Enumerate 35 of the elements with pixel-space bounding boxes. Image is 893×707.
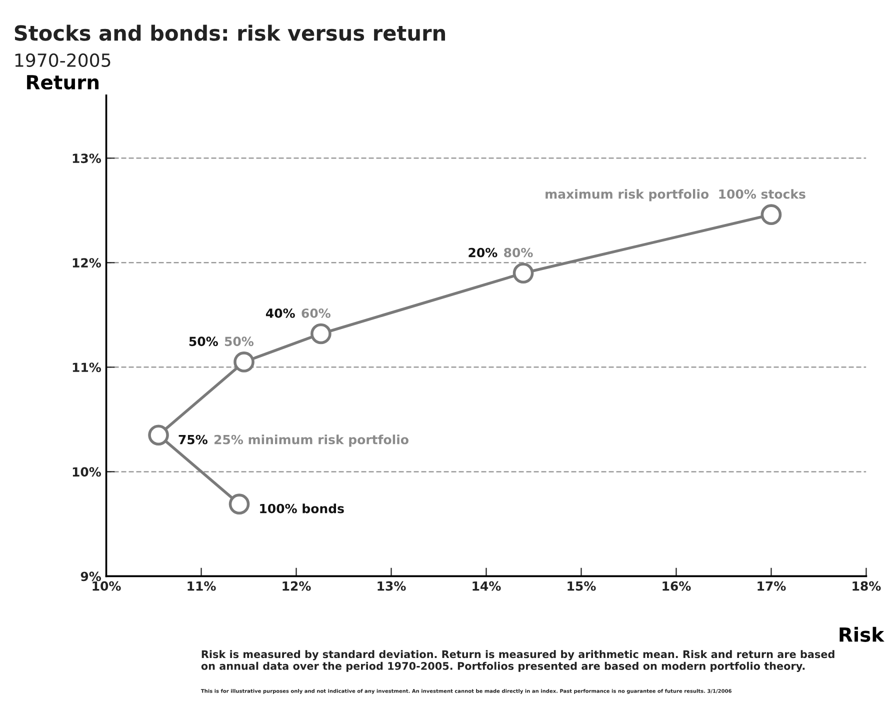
annotation: 80%	[504, 248, 533, 258]
point	[310, 323, 332, 344]
x-tick-label: 10%	[92, 581, 121, 591]
point	[234, 352, 254, 372]
x-tick-label: 15%	[568, 581, 596, 591]
x-tick-label: 18%	[852, 581, 881, 591]
annotation: maximum risk portfolio 100% stocks	[546, 189, 806, 202]
x-axis-title: Risk	[840, 626, 884, 642]
y-tick-label: 13%	[72, 154, 102, 164]
annotation: 20%	[468, 248, 498, 258]
annotation: 100% bonds	[260, 504, 344, 514]
x-tick-label: 11%	[188, 581, 216, 591]
point	[148, 424, 169, 446]
point	[512, 262, 534, 284]
text: Risk is measured by standard deviation. Return is measured by arithmetic mean. Risk and return are based on annual data over the period 1970-2005. Portfolios presented are based on modern portfolio theory.	[201, 650, 834, 672]
annotation: 60%	[302, 308, 330, 318]
annotation: 50%	[224, 336, 254, 346]
x-tick-label: 16%	[662, 581, 691, 591]
annotation: 40%	[266, 308, 295, 318]
chart-title: Stocks and bonds: risk versus return	[14, 24, 446, 41]
annotation: 75%	[178, 434, 208, 444]
x-tick-label: 17%	[758, 581, 786, 591]
y-tick-label: 10%	[72, 467, 102, 477]
y-axis-title: Return	[27, 75, 98, 90]
y-tick-label: 11%	[72, 362, 102, 372]
y-tick-label: 12%	[72, 258, 102, 268]
annotation: 25% minimum risk portfolio	[214, 434, 408, 447]
x-tick-label: 14%	[472, 581, 501, 591]
annotation: 50%	[189, 336, 218, 346]
point	[228, 494, 250, 515]
chart-subtitle: 1970-2005	[15, 53, 110, 67]
point	[760, 204, 782, 226]
y-tick-label: 9%	[80, 572, 102, 582]
x-tick-label: 12%	[282, 581, 311, 591]
x-tick-label: 13%	[378, 581, 406, 591]
